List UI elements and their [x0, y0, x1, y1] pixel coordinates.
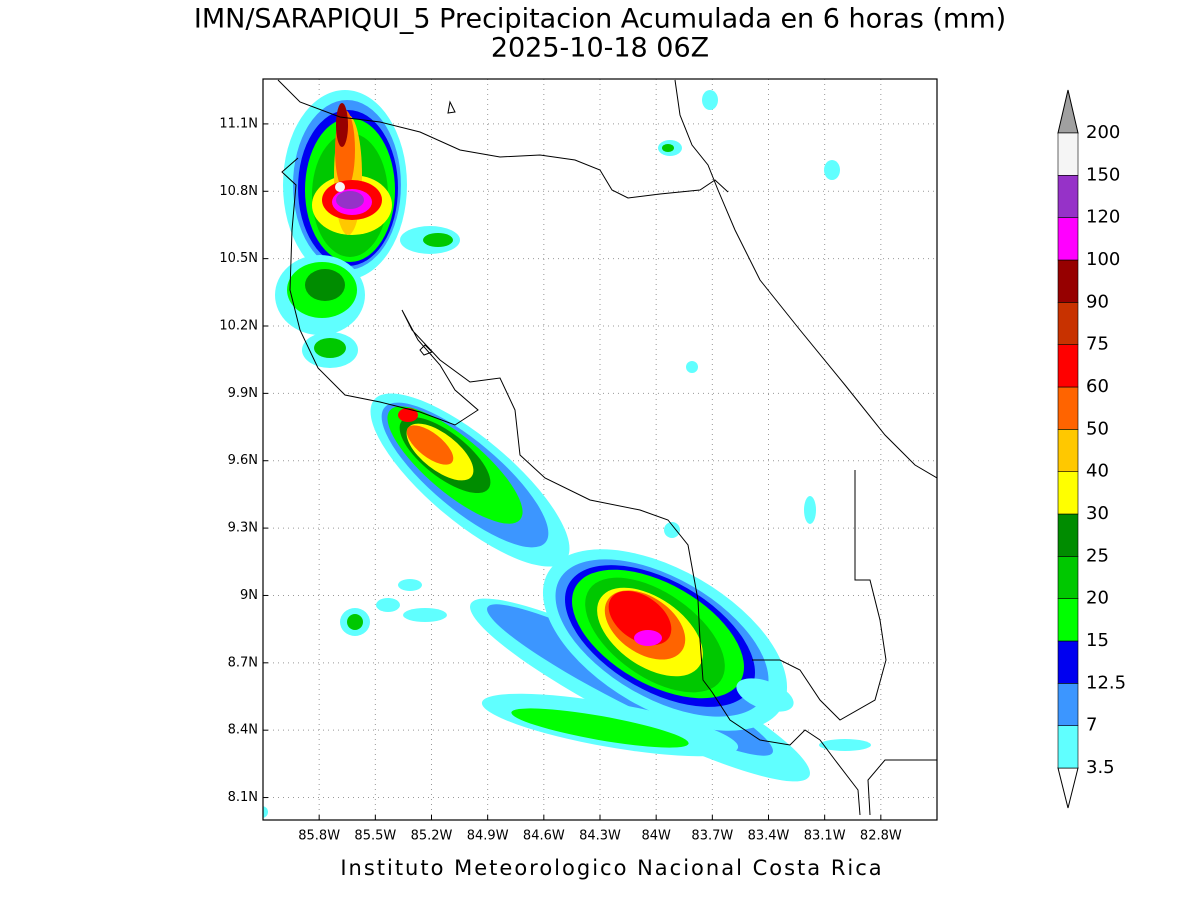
colorbar-segment	[1057, 302, 1079, 345]
colorbar-segment	[1057, 556, 1079, 599]
precip-area	[702, 90, 718, 110]
precip-area	[305, 269, 345, 301]
y-tick-label: 8.4N	[228, 723, 258, 738]
colorbar-label: 30	[1086, 503, 1109, 524]
x-tick-label: 84.6W	[523, 829, 565, 844]
colorbar-label: 200	[1086, 122, 1120, 143]
precip-area	[819, 739, 871, 751]
precip-area	[263, 806, 268, 818]
precip-area	[634, 630, 662, 646]
precip-area	[406, 425, 454, 465]
subtitle: 2025-10-18 06Z	[491, 33, 709, 64]
colorbar-segment	[1057, 386, 1079, 430]
precip-area	[398, 579, 422, 591]
colorbar: 3.5 7 12.5 15 20 25 30 40 50 60 75 90 100 120 150 200	[1057, 89, 1126, 809]
coastline	[277, 79, 729, 199]
colorbar-segment	[1057, 513, 1079, 557]
colorbar-label: 90	[1086, 291, 1109, 312]
colorbar-segment	[1057, 429, 1079, 472]
y-tick-label: 10.8N	[219, 184, 258, 199]
coastline	[419, 344, 433, 356]
precip-area	[376, 598, 400, 612]
colorbar-label: 7	[1086, 715, 1097, 736]
colorbar-segment	[1057, 132, 1079, 176]
precip-area	[423, 233, 453, 247]
colorbar-segment	[1057, 598, 1079, 642]
precip-area	[336, 103, 348, 147]
colorbar-segment	[1057, 725, 1079, 769]
precip-area	[804, 496, 816, 524]
coastline	[447, 100, 456, 114]
colorbar-label: 150	[1086, 164, 1120, 185]
colorbar-label: 20	[1086, 588, 1109, 609]
colorbar-segment	[1057, 640, 1079, 684]
colorbar-label: 15	[1086, 630, 1109, 651]
colorbar-over-arrow	[1057, 89, 1079, 134]
precip-area	[314, 338, 346, 358]
colorbar-segment	[1057, 259, 1079, 303]
colorbar-label: 60	[1086, 376, 1109, 397]
y-tick-label: 10.2N	[219, 319, 258, 334]
precip-area	[824, 160, 840, 180]
colorbar-segment	[1057, 175, 1079, 218]
x-tick-label: 84.3W	[579, 829, 621, 844]
colorbar-segment	[1057, 344, 1079, 388]
footer: Instituto Meteorologico Nacional Costa R…	[340, 856, 883, 880]
colorbar-label: 3.5	[1086, 757, 1115, 778]
x-tick-label: 85.5W	[354, 829, 396, 844]
precip-area	[335, 182, 345, 192]
coastline	[867, 759, 937, 816]
y-tick-label: 9.6N	[228, 453, 258, 468]
precipitation-field	[263, 90, 871, 818]
precip-area	[511, 708, 689, 748]
colorbar-segment	[1057, 683, 1079, 726]
colorbar-label: 75	[1086, 334, 1109, 355]
colorbar-segment	[1057, 471, 1079, 515]
colorbar-segment	[1057, 217, 1079, 261]
title: IMN/SARAPIQUI_5 Precipitacion Acumulada …	[194, 4, 1006, 35]
colorbar-under-arrow	[1057, 767, 1079, 809]
colorbar-label: 50	[1086, 418, 1109, 439]
precip-area	[662, 144, 674, 152]
coastline	[674, 79, 937, 479]
x-tick-label: 83.4W	[748, 829, 790, 844]
colorbar-label: 100	[1086, 249, 1120, 270]
precip-area	[664, 522, 680, 538]
x-tick-label: 83.7W	[691, 829, 733, 844]
x-tick-label: 85.2W	[411, 829, 453, 844]
x-tick-label: 85.8W	[298, 829, 340, 844]
precip-area	[403, 608, 447, 622]
precip-area	[336, 191, 364, 209]
x-tick-label: 84W	[641, 829, 671, 844]
y-tick-label: 10.5N	[219, 251, 258, 266]
precip-area	[736, 678, 794, 712]
x-tick-label: 84.9W	[467, 829, 509, 844]
colorbar-label: 120	[1086, 207, 1120, 228]
y-tick-label: 11.1N	[219, 116, 258, 131]
coastline	[752, 470, 887, 721]
colorbar-label: 12.5	[1086, 672, 1126, 693]
precip-area	[347, 614, 363, 630]
colorbar-label: 25	[1086, 545, 1109, 566]
y-tick-label: 8.1N	[228, 790, 258, 805]
precip-area	[398, 408, 418, 422]
y-tick-label: 9.9N	[228, 386, 258, 401]
colorbar-label: 40	[1086, 461, 1109, 482]
axes: 85.8W 85.5W 85.2W 84.9W 84.6W 84.3W 84W 83.7W 83…	[219, 116, 902, 843]
x-tick-label: 82.8W	[860, 829, 902, 844]
precip-area	[686, 361, 698, 373]
y-tick-label: 9N	[240, 588, 258, 603]
coastline	[281, 157, 861, 816]
coastlines	[277, 79, 937, 816]
y-tick-label: 8.7N	[228, 655, 258, 670]
y-tick-label: 9.3N	[228, 521, 258, 536]
x-tick-label: 83.1W	[804, 829, 846, 844]
